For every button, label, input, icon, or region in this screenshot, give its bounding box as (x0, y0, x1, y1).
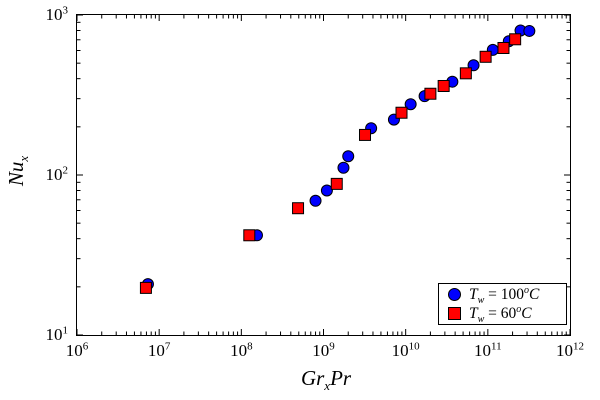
x-axis-label-sub1: x (324, 378, 331, 394)
legend-entry-tw100: Tw = 100oC (439, 284, 566, 306)
legend-marker-cell (439, 288, 469, 301)
blue-circle-marker-icon (447, 288, 461, 301)
data-point-square (292, 202, 305, 215)
data-point-circle (523, 24, 536, 37)
x-axis-label-part2: Pr (330, 366, 352, 390)
data-point-square (459, 67, 472, 80)
data-point-square (330, 177, 343, 190)
data-point-square (395, 106, 408, 119)
legend-entry-tw60: Tw = 60oC (439, 303, 566, 325)
x-tick-label: 1011 (474, 340, 502, 360)
y-axis-label-sub: x (16, 155, 32, 162)
legend-label-tw60: Tw = 60oC (469, 303, 532, 325)
data-point-circle (342, 150, 355, 163)
data-point-square (139, 281, 152, 294)
x-axis-label: GrxPr (266, 366, 386, 394)
data-point-circle (337, 161, 350, 174)
data-point-square (243, 229, 256, 242)
y-tick-label: 101 (45, 324, 69, 344)
data-point-square (479, 50, 492, 63)
data-point-square (437, 79, 450, 92)
x-tick-label: 108 (230, 340, 253, 360)
legend-label-tw100: Tw = 100oC (469, 284, 540, 306)
x-tick-label: 107 (147, 340, 171, 360)
x-tick-label: 109 (312, 340, 335, 360)
data-point-square (424, 87, 437, 100)
y-tick-label: 102 (45, 164, 69, 184)
data-point-circle (404, 98, 417, 111)
red-square-marker-icon (447, 307, 461, 320)
x-tick-label: 1012 (556, 340, 584, 360)
legend-marker-cell (439, 307, 469, 320)
data-point-circle (320, 184, 333, 197)
data-point-circle (309, 194, 322, 207)
x-tick-label: 106 (65, 340, 89, 360)
x-tick-label: 1010 (391, 340, 420, 360)
legend: Tw = 100oC Tw = 60oC (438, 283, 567, 325)
data-point-square (359, 128, 372, 141)
data-point-square (497, 41, 510, 54)
plot-frame (76, 14, 571, 336)
x-axis-label-part1: Gr (300, 366, 325, 390)
y-tick-label: 103 (45, 4, 69, 24)
data-point-square (509, 33, 522, 46)
